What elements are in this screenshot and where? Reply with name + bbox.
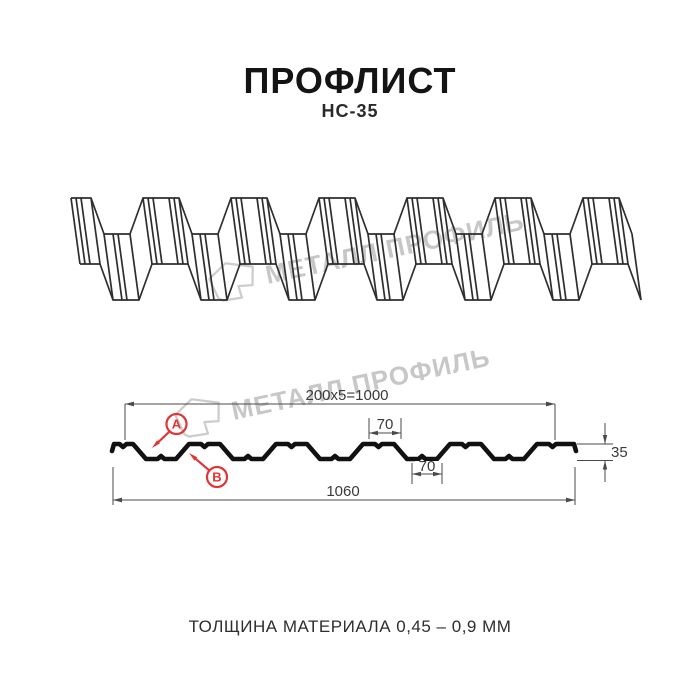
sheet-fold-line [191,233,202,301]
sheet-fold-line [631,233,642,301]
sheet-fold-line [292,233,303,301]
sheet-fold-line [504,197,515,265]
sheet-fold-line [318,197,329,265]
sheet-fold-line [80,197,91,265]
sheet-fold-line [499,197,510,265]
sheet-fold-line [323,197,334,265]
sheet-fold-line [442,197,453,265]
sheet-fold-line [112,233,123,301]
sheet-fold-line [266,197,277,265]
sheet-fold-line [240,197,251,265]
dimension-profile-height: 35 [577,423,628,482]
dimension-crest-width-label: 70 [377,416,394,433]
sheet-fold-line [494,197,505,265]
sheet-fold-line [117,233,128,301]
sheet-fold-line [455,233,466,301]
sheet-fold-line [393,233,404,301]
marker-b: B [189,453,229,489]
sheet-fold-line [406,197,417,265]
sheet-fold-line [261,197,272,265]
sheet-fold-line [481,233,492,301]
material-thickness-note: ТОЛЩИНА МАТЕРИАЛА 0,45 – 0,9 ММ [188,617,512,636]
sheet-fold-line [199,233,210,301]
sheet-fold-line [556,233,567,301]
cross-section-drawing: 200x5=1000 70 70 35 1060 [109,387,628,505]
sheet-fold-line [235,197,246,265]
sheet-fold-line [147,197,158,265]
sheet-fold-line [468,233,479,301]
sheet-fold-line [70,197,81,265]
dimension-valley-width-label: 70 [419,458,436,475]
sheet-fold-line [416,197,427,265]
sheet-fold-line [613,197,624,265]
watermark-lower: МЕТАЛЛ ПРОФИЛЬ [172,336,495,444]
sheet-fold-line [75,197,86,265]
sheet-fold-line [592,197,603,265]
sheet-fold-line [173,197,184,265]
sheet-fold-line [551,233,562,301]
sheet-fold-line [103,233,114,301]
sheet-fold-line [354,197,365,265]
sheet-fold-line [328,197,339,265]
sheet-fold-line [618,197,629,265]
sheet-fold-line [380,233,391,301]
sheet-fold-line [569,233,580,301]
marker-a: A [152,412,188,448]
dimension-crest-width: 70 [368,416,402,439]
dimension-valley-width: 70 [411,458,443,484]
sheet-fold-line [129,233,140,301]
sheet-fold-line [142,197,153,265]
marker-b-label: B [212,470,221,485]
sheet-fold-line [217,233,228,301]
sheet-fold-line [230,197,241,265]
sheet-fold-line [543,233,554,301]
sheet-fold-line [587,197,598,265]
dimension-coverage-width: 200x5=1000 [124,387,556,440]
profile-model-label: НС-35 [321,101,379,121]
sheet-fold-line [178,197,189,265]
sheet-fold-line [152,197,163,265]
sheet-fold-line [582,197,593,265]
profile-outline [109,441,579,462]
dimension-profile-height-label: 35 [611,444,628,461]
sheet-fold-line [437,197,448,265]
sheet-fold-line [411,197,422,265]
marker-a-label: A [172,417,182,432]
dimension-total-width-label: 1060 [326,483,359,500]
sheet-fold-line [463,233,474,301]
sheet-fold-line [204,233,215,301]
sheet-fold-line [344,197,355,265]
dimension-coverage-width-label: 200x5=1000 [306,387,389,404]
sheet-fold-line [168,197,179,265]
metall-profil-logo-icon [174,398,220,438]
sheet-fold-line [432,197,443,265]
sheet-fold-line [90,197,101,265]
sheet-fold-line [375,233,386,301]
sheet-fold-line [520,197,531,265]
sheet-3d-drawing [70,197,642,301]
sheet-fold-line [256,197,267,265]
sheet-fold-line [367,233,378,301]
page-title: ПРОФЛИСТ [243,60,457,101]
watermark-upper: МЕТАЛЛ ПРОФИЛЬ [206,200,529,308]
sheet-fold-line [530,197,541,265]
metall-profil-logo-icon [208,262,254,302]
sheet-fold-line [279,233,290,301]
sheet-fold-line [525,197,536,265]
sheet-fold-line [349,197,360,265]
sheet-fold-line [608,197,619,265]
sheet-fold-line [305,233,316,301]
sheet-fold-line [287,233,298,301]
dimension-total-width: 1060 [112,467,576,505]
